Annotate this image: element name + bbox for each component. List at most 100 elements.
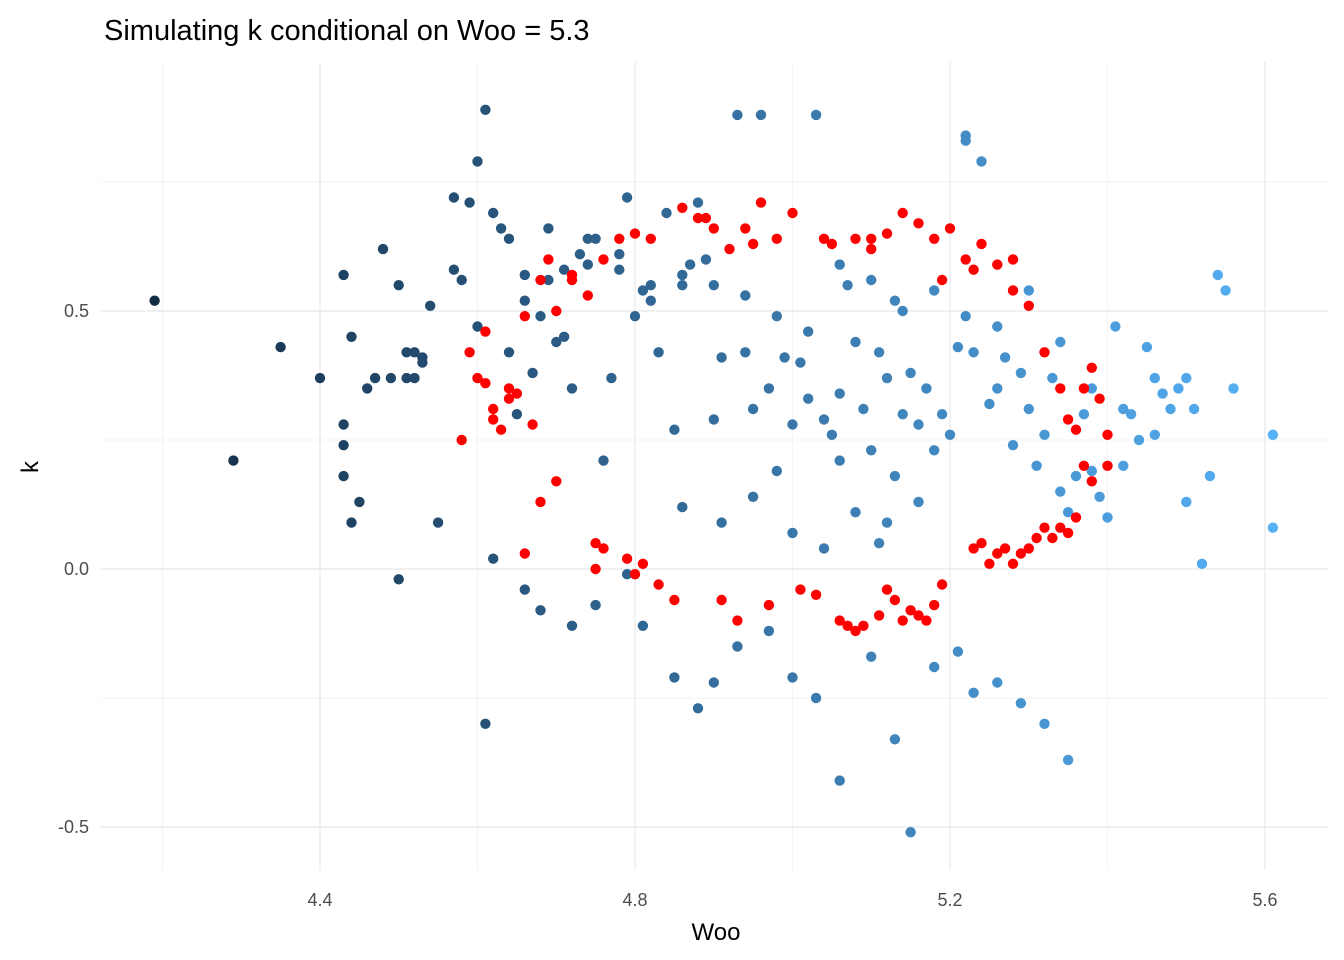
data-point: [1110, 321, 1121, 332]
data-point: [448, 192, 460, 203]
data-point: [511, 409, 523, 420]
data-point: [669, 672, 680, 683]
y-tick-label: 0.0: [64, 559, 89, 579]
y-axis-tick-labels: -0.5 0.0 0.5: [58, 301, 89, 837]
data-point: [1102, 512, 1113, 523]
highlighted-data-point: [700, 212, 712, 224]
data-point: [944, 429, 956, 440]
data-point: [1181, 496, 1192, 508]
y-tick-label: -0.5: [58, 817, 89, 837]
data-point: [661, 207, 672, 219]
data-point: [716, 352, 727, 363]
data-point: [842, 280, 853, 291]
data-point: [992, 321, 1003, 332]
data-point: [377, 243, 389, 255]
data-point: [1055, 486, 1066, 497]
data-point: [740, 347, 751, 358]
highlighted-data-point: [999, 543, 1011, 554]
highlighted-data-point: [1047, 532, 1058, 544]
highlighted-data-point: [866, 233, 877, 244]
highlighted-data-point: [535, 496, 546, 508]
data-point: [968, 347, 979, 358]
highlighted-data-point: [984, 558, 995, 569]
data-points: [149, 104, 1279, 838]
data-point: [472, 156, 483, 167]
data-point: [1267, 522, 1279, 533]
highlighted-data-point: [1007, 254, 1019, 265]
highlighted-data-point: [480, 378, 491, 389]
highlighted-data-point: [653, 579, 664, 590]
highlighted-data-point: [637, 558, 649, 569]
highlighted-data-point: [889, 594, 901, 606]
data-point: [1047, 372, 1058, 384]
data-point: [275, 341, 286, 353]
data-point: [425, 300, 436, 311]
data-point: [1188, 403, 1200, 415]
data-point: [472, 321, 483, 332]
data-point: [700, 254, 712, 265]
data-point: [897, 409, 908, 420]
data-point: [409, 347, 420, 358]
data-point: [645, 280, 656, 291]
data-point: [677, 269, 688, 281]
data-point: [913, 419, 924, 430]
data-point: [338, 419, 349, 430]
highlighted-data-point: [826, 238, 838, 250]
highlighted-data-point: [488, 414, 499, 425]
data-point: [637, 285, 649, 296]
data-point: [637, 620, 649, 631]
x-tick-label: 5.6: [1252, 890, 1277, 910]
data-point: [1078, 409, 1090, 420]
highlighted-data-point: [944, 223, 956, 234]
highlighted-data-point: [1086, 476, 1098, 487]
highlighted-data-point: [519, 548, 530, 559]
data-point: [1133, 434, 1145, 446]
highlighted-data-point: [858, 620, 869, 631]
data-point: [448, 264, 460, 275]
highlighted-data-point: [551, 305, 562, 317]
minor-gridlines: [100, 62, 1328, 870]
x-tick-label: 5.2: [937, 890, 962, 910]
data-point: [905, 827, 916, 838]
data-point: [1118, 460, 1129, 471]
y-axis-title: k: [17, 460, 44, 473]
highlighted-data-point: [1102, 460, 1113, 471]
data-point: [1031, 460, 1042, 471]
highlighted-data-point: [834, 615, 845, 626]
data-point: [338, 440, 349, 451]
data-point: [763, 383, 775, 394]
data-point: [566, 383, 578, 394]
data-point: [889, 295, 901, 306]
data-point: [1196, 558, 1208, 569]
highlighted-data-point: [818, 233, 830, 244]
data-point: [614, 249, 625, 260]
data-point: [708, 280, 719, 291]
highlighted-data-point: [897, 615, 908, 626]
data-point: [834, 388, 845, 399]
data-point: [803, 393, 814, 404]
highlighted-data-point: [488, 403, 499, 415]
data-point: [850, 336, 861, 348]
highlighted-data-point: [724, 243, 735, 255]
highlighted-data-point: [590, 538, 601, 549]
highlighted-data-point: [1078, 383, 1090, 394]
data-point: [369, 372, 381, 384]
highlighted-data-point: [495, 424, 507, 435]
highlighted-data-point: [1039, 347, 1050, 358]
highlighted-data-point: [472, 372, 483, 384]
highlighted-data-point: [1102, 429, 1113, 440]
highlighted-data-point: [968, 543, 979, 554]
highlighted-data-point: [740, 223, 751, 234]
data-point: [834, 775, 845, 786]
data-point: [779, 352, 790, 363]
data-point: [432, 517, 444, 528]
data-point: [968, 687, 979, 698]
major-gridlines: [100, 62, 1328, 870]
highlighted-data-point: [1062, 414, 1074, 425]
highlighted-data-point: [503, 383, 515, 394]
x-axis-title: Woo: [692, 919, 741, 946]
highlighted-data-point: [669, 594, 680, 606]
data-point: [551, 336, 562, 348]
data-point: [1086, 383, 1098, 394]
highlighted-data-point: [913, 218, 924, 229]
